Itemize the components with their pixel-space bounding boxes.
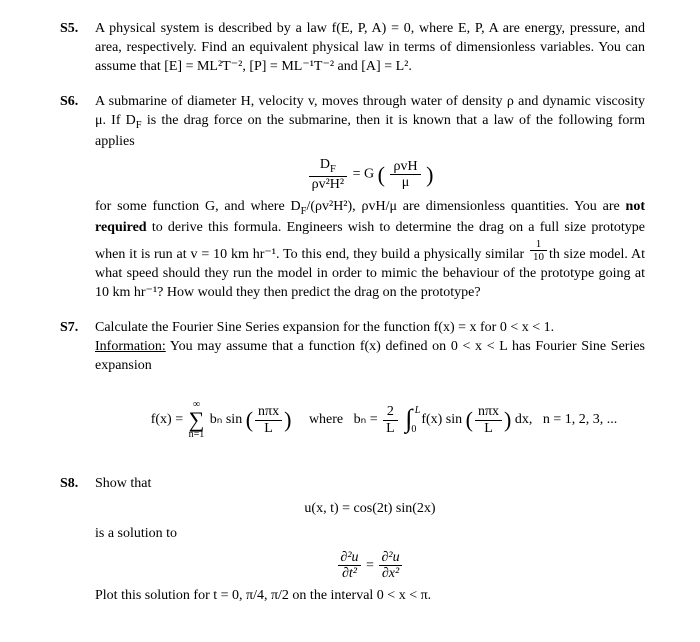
text-part: Calculate the Fourier Sine Series expans…	[95, 320, 554, 335]
fraction-npix2: nπxL	[475, 404, 502, 436]
eq-where: where bₙ =	[291, 412, 381, 427]
eq-sub: F	[330, 164, 336, 175]
fraction-pde-rhs: ∂²u ∂x²	[379, 550, 401, 582]
frac-den: L	[383, 421, 398, 436]
fraction-2l: 2L	[383, 404, 398, 436]
fraction-pde-lhs: ∂²u ∂t²	[338, 550, 360, 582]
problem-text: A physical system is described by a law …	[95, 21, 645, 74]
int-top: L	[415, 404, 421, 418]
eq-den: ρv²H²	[309, 177, 348, 192]
sum-bot: n=1	[189, 430, 205, 440]
eq-bn: bₙ sin	[206, 412, 245, 427]
paren-left: (	[378, 164, 385, 186]
fraction-one-tenth: 110	[530, 238, 547, 263]
eq-den: μ	[390, 175, 420, 190]
problem-s7: S7. Calculate the Fourier Sine Series ex…	[95, 319, 645, 459]
equation-pde: ∂²u ∂t² = ∂²u ∂x²	[95, 550, 645, 582]
frac-den: L	[255, 421, 282, 436]
paren-left: (	[246, 409, 253, 431]
sigma-icon: ∑	[189, 410, 205, 430]
problem-label: S6.	[60, 93, 78, 112]
text-part: is the drag force on the submarine, then…	[95, 113, 645, 149]
text-part: is a solution to	[95, 526, 177, 541]
eq-num: D	[320, 157, 330, 172]
paren-left: (	[466, 409, 473, 431]
problem-body: A submarine of diameter H, velocity v, m…	[95, 93, 645, 303]
frac-num: 2	[383, 404, 398, 420]
frac-den: ∂x²	[379, 566, 401, 581]
equation-drag: DF ρv²H² = G ( ρvH μ )	[95, 157, 645, 192]
problem-body: A physical system is described by a law …	[95, 20, 645, 77]
problem-s6: S6. A submarine of diameter H, velocity …	[95, 93, 645, 303]
info-label: Information:	[95, 339, 166, 354]
problem-s8: S8. Show that u(x, t) = cos(2t) sin(2x) …	[95, 475, 645, 606]
fraction-rhs: ρvH μ	[390, 159, 420, 191]
integral-symbol: L∫0	[405, 406, 412, 434]
fraction-npix: nπxL	[255, 404, 282, 436]
frac-den: ∂t²	[338, 566, 360, 581]
frac-num: ∂²u	[379, 550, 401, 566]
text-part: for some function G, and where D	[95, 199, 301, 214]
problem-body: Show that u(x, t) = cos(2t) sin(2x) is a…	[95, 475, 645, 606]
frac-num: nπx	[255, 404, 282, 420]
frac-num: 1	[530, 238, 547, 251]
problem-label: S7.	[60, 319, 78, 338]
eq-dx: dx, n = 1, 2, 3, ...	[511, 412, 617, 427]
text-part: Plot this solution for t = 0, π/4, π/2 o…	[95, 588, 431, 603]
text-part: /(ρv²H²), ρvH/μ are dimensionless quanti…	[306, 199, 625, 214]
eq-num: ρvH	[390, 159, 420, 175]
frac-den: L	[475, 421, 502, 436]
text-part: You may assume that a function f(x) defi…	[95, 339, 645, 373]
eq-integrand: f(x) sin	[418, 412, 466, 427]
eq-fx: f(x) =	[151, 412, 187, 427]
eq-mid: = G	[353, 167, 378, 182]
problem-body: Calculate the Fourier Sine Series expans…	[95, 319, 645, 459]
frac-den: 10	[530, 251, 547, 263]
frac-num: ∂²u	[338, 550, 360, 566]
frac-num: nπx	[475, 404, 502, 420]
equation-fourier: f(x) = ∞∑n=1 bₙ sin (nπxL) where bₙ = 2L…	[95, 381, 645, 459]
eq-equals: =	[366, 558, 377, 573]
equation-u: u(x, t) = cos(2t) sin(2x)	[95, 500, 645, 519]
problem-label: S5.	[60, 20, 78, 39]
int-bot: 0	[411, 423, 416, 437]
page: S5. A physical system is described by a …	[0, 0, 700, 642]
problem-s5: S5. A physical system is described by a …	[95, 20, 645, 77]
problem-label: S8.	[60, 475, 78, 494]
paren-right: )	[426, 164, 433, 186]
summation-symbol: ∞∑n=1	[189, 400, 205, 440]
text-part: Show that	[95, 476, 151, 491]
fraction-lhs: DF ρv²H²	[309, 157, 348, 192]
